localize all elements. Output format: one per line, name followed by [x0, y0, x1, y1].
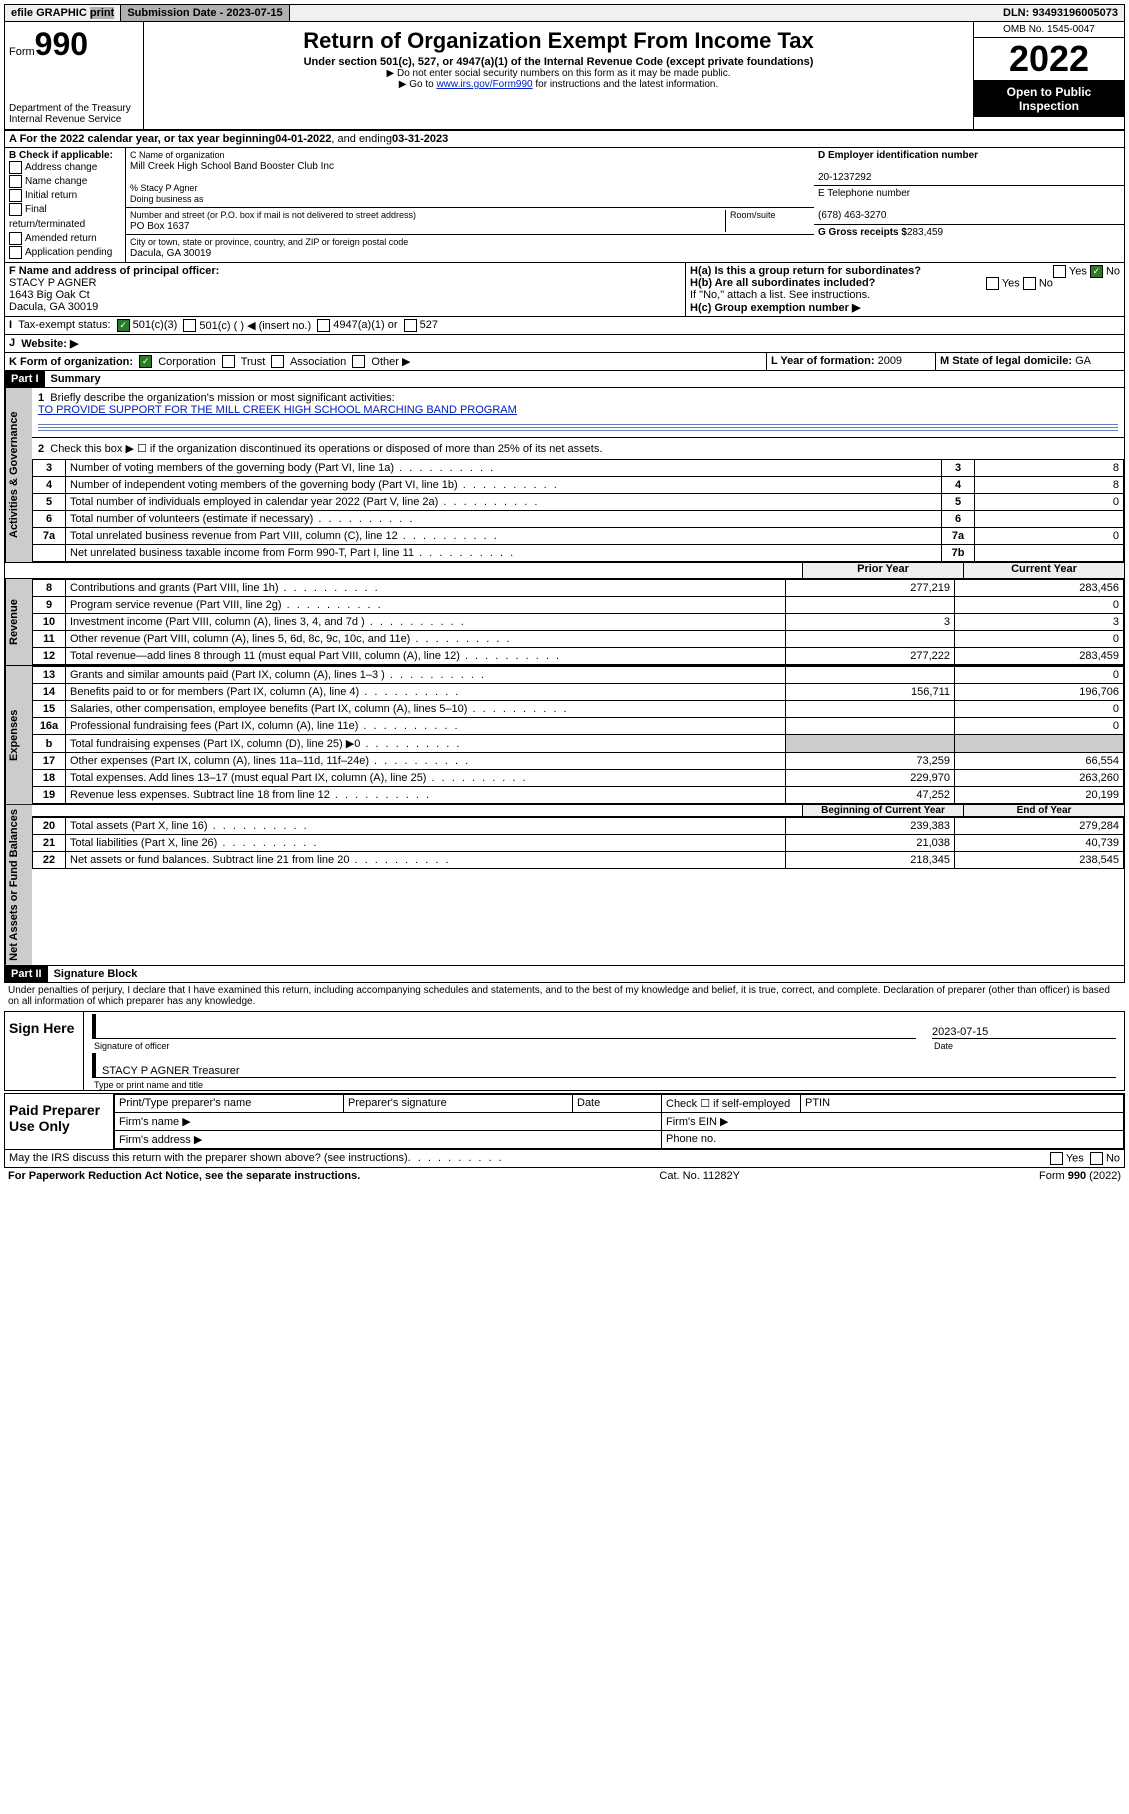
- phone: (678) 463-3270: [818, 210, 886, 221]
- note-goto: ▶ Go to www.irs.gov/Form990 for instruct…: [152, 79, 965, 90]
- year-formation: 2009: [878, 355, 902, 367]
- print-button[interactable]: print: [90, 7, 114, 19]
- officer-group-block: F Name and address of principal officer:…: [4, 263, 1125, 317]
- paid-preparer-label: Paid Preparer Use Only: [5, 1094, 114, 1149]
- section-c: C Name of organization Mill Creek High S…: [126, 148, 814, 262]
- street-address: PO Box 1637: [130, 221, 189, 232]
- efile-label: efile GRAPHIC print: [5, 5, 121, 21]
- perjury-declaration: Under penalties of perjury, I declare th…: [4, 983, 1125, 1009]
- prior-current-header: b Prior Year Current Year: [4, 563, 1125, 579]
- officer-sign-name: STACY P AGNER Treasurer: [102, 1065, 240, 1077]
- begin-end-header: Net Assets or Fund Balances Beginning of…: [4, 805, 1125, 966]
- domicile-state: GA: [1075, 355, 1091, 367]
- tab-revenue: Revenue: [5, 579, 32, 665]
- omb-number: OMB No. 1545-0047: [974, 22, 1124, 38]
- form-subtitle: Under section 501(c), 527, or 4947(a)(1)…: [152, 56, 965, 68]
- submission-date-button[interactable]: Submission Date - 2023-07-15: [121, 5, 289, 21]
- ein: 20-1237292: [818, 172, 871, 183]
- sign-date: 2023-07-15: [932, 1026, 988, 1038]
- paid-preparer-block: Paid Preparer Use Only Print/Type prepar…: [4, 1093, 1125, 1150]
- entity-block: B Check if applicable: Address change Na…: [4, 148, 1125, 263]
- org-name: Mill Creek High School Band Booster Club…: [130, 161, 334, 172]
- dln: DLN: 93493196005073: [997, 5, 1124, 21]
- part1-header: Part ISummary: [4, 371, 1125, 388]
- governance-table: 3Number of voting members of the governi…: [32, 459, 1124, 562]
- open-to-public: Open to Public Inspection: [974, 81, 1124, 117]
- gross-receipts: 283,459: [907, 227, 943, 238]
- irs-link[interactable]: www.irs.gov/Form990: [436, 79, 532, 90]
- sign-here-label: Sign Here: [5, 1012, 84, 1090]
- mission-text[interactable]: TO PROVIDE SUPPORT FOR THE MILL CREEK HI…: [38, 404, 517, 416]
- irs-label: Internal Revenue Service: [9, 114, 139, 125]
- form-number: Form990: [9, 26, 139, 63]
- tax-exempt-line: I Tax-exempt status: ✓ 501(c)(3) 501(c) …: [4, 317, 1125, 335]
- klm-line: K Form of organization: ✓ Corporation Tr…: [4, 353, 1125, 372]
- tab-governance: Activities & Governance: [5, 388, 32, 562]
- care-of: % Stacy P Agner: [130, 183, 197, 193]
- officer-addr2: Dacula, GA 30019: [9, 301, 98, 313]
- officer-name: STACY P AGNER: [9, 277, 96, 289]
- top-bar: efile GRAPHIC print Submission Date - 20…: [4, 4, 1125, 22]
- page-footer: For Paperwork Reduction Act Notice, see …: [4, 1168, 1125, 1184]
- city-state-zip: Dacula, GA 30019: [130, 248, 211, 259]
- form-title: Return of Organization Exempt From Incom…: [152, 28, 965, 54]
- tax-year: 2022: [974, 38, 1124, 81]
- period-line: A For the 2022 calendar year, or tax yea…: [4, 131, 1125, 148]
- note-ssn: ▶ Do not enter social security numbers o…: [152, 68, 965, 79]
- officer-addr1: 1643 Big Oak Ct: [9, 289, 90, 301]
- tab-expenses: Expenses: [5, 666, 32, 804]
- website-line: J Website: ▶: [4, 335, 1125, 353]
- section-deg: D Employer identification number 20-1237…: [814, 148, 1124, 262]
- part1-governance: Activities & Governance 1 Briefly descri…: [4, 388, 1125, 563]
- dept-label: Department of the Treasury: [9, 103, 139, 114]
- part1-expenses: Expenses 13Grants and similar amounts pa…: [4, 666, 1125, 805]
- tab-netassets: Net Assets or Fund Balances: [5, 805, 32, 965]
- form-header: Form990 Department of the Treasury Inter…: [4, 22, 1125, 131]
- discuss-line: May the IRS discuss this return with the…: [4, 1150, 1125, 1168]
- part1-revenue: Revenue 8Contributions and grants (Part …: [4, 579, 1125, 666]
- sign-here-block: Sign Here Signature of officer 2023-07-1…: [4, 1011, 1125, 1091]
- part2-header: Part IISignature Block: [4, 966, 1125, 983]
- section-b: B Check if applicable: Address change Na…: [5, 148, 126, 262]
